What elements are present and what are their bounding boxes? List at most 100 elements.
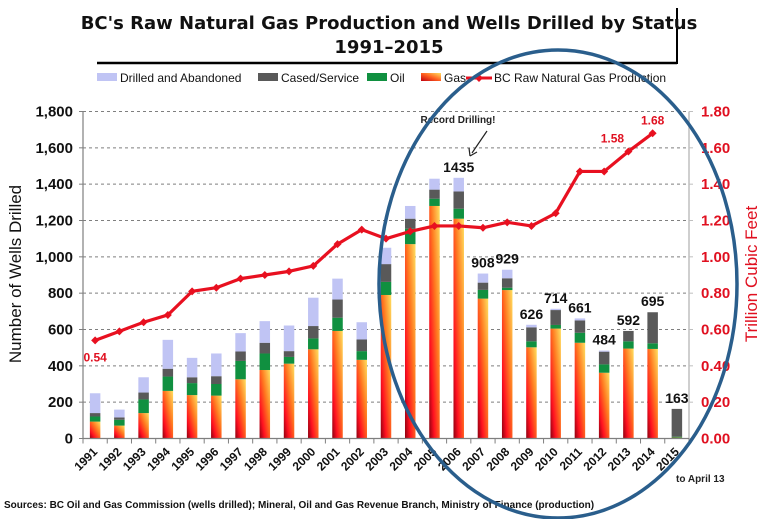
production-line-path	[94, 132, 654, 342]
bar-segment-gas	[259, 370, 271, 439]
bar-segment-cased-service	[259, 342, 271, 354]
production-value-label: 1.68	[641, 113, 665, 127]
y-tick-label: 1,400	[35, 176, 73, 193]
bar-segment-gas	[404, 244, 416, 439]
chart-title: BC's Raw Natural Gas Production and Well…	[81, 13, 698, 34]
production-point	[430, 221, 439, 230]
y-tick-label: 400	[48, 358, 73, 375]
bar-segment-drilled-and-abandoned	[453, 177, 464, 192]
legend-item-oil: Oil	[367, 71, 405, 85]
bar-segment-gas	[283, 363, 295, 439]
production-point	[212, 283, 221, 292]
bar-segment-cased-service	[162, 368, 174, 377]
record-drilling-arrow	[471, 130, 488, 154]
bar-segment-oil	[429, 198, 440, 206]
bar-segment-oil	[623, 341, 634, 349]
production-point	[188, 287, 197, 296]
bar-total-label: 592	[617, 312, 641, 328]
bar-segment-gas	[429, 205, 440, 439]
x-tick-label: 1992	[96, 444, 125, 473]
bar-segment-gas	[235, 379, 246, 439]
bar-segment-oil	[235, 360, 246, 380]
bar-segment-cased-service	[429, 189, 440, 199]
production-value-label: 0.54	[83, 350, 107, 364]
bar-segment-drilled-and-abandoned	[477, 273, 489, 283]
bar-segment-cased-service	[404, 218, 416, 229]
bar-segment-drilled-and-abandoned	[211, 353, 222, 377]
bar-segment-gas	[647, 348, 658, 439]
production-point	[624, 147, 633, 156]
bar-segment-gas	[526, 347, 537, 439]
x-tick-label: 2007	[459, 444, 488, 473]
bar-segment-oil	[186, 383, 198, 396]
bar-segment-gas	[186, 395, 198, 439]
x-tick-label: 2000	[290, 444, 319, 473]
legend-swatch-oil	[367, 73, 387, 81]
bar-segment-drilled-and-abandoned	[429, 178, 440, 190]
bar-segment-gas	[380, 294, 392, 439]
x-tick-label: 1999	[265, 444, 294, 473]
y-axis-title: Number of Wells Drilled	[6, 185, 25, 363]
bar-segment-gas	[501, 290, 513, 439]
production-value-label: 1.58	[601, 131, 625, 145]
bar-segment-oil	[89, 416, 101, 422]
x-tick-label: 1996	[193, 444, 222, 473]
y2-axis-title: Trillion Cubic Feet	[742, 206, 761, 343]
bar-total-label: 484	[592, 332, 616, 348]
bar-segment-drilled-and-abandoned	[235, 333, 246, 352]
bar-segment-cased-service	[623, 330, 634, 342]
partial-year-note: to April 13	[676, 474, 725, 485]
x-axis-ticks: 1991199219931994199519961997199819992000…	[71, 438, 690, 474]
x-tick-label: 2008	[484, 444, 513, 473]
legend-swatch-abandoned	[97, 73, 117, 81]
source-note: Sources: BC Oil and Gas Commission (well…	[4, 500, 594, 511]
production-point	[406, 227, 415, 236]
legend-swatch-gas	[421, 73, 441, 81]
bar-segment-cased-service	[550, 310, 561, 325]
x-tick-label: 2005	[411, 444, 440, 473]
legend-label-abandoned: Drilled and Abandoned	[120, 71, 241, 85]
bar-segment-cased-service	[453, 191, 464, 209]
axes	[82, 111, 690, 440]
production-line	[91, 129, 657, 345]
production-point	[115, 327, 124, 336]
bar-segment-oil	[380, 281, 392, 295]
arrow-head-icon	[468, 147, 478, 157]
production-point	[260, 271, 269, 279]
y2-tick-label: 1.80	[701, 104, 730, 121]
bar-segment-drilled-and-abandoned	[259, 321, 271, 343]
bar-segment-cased-service	[235, 351, 246, 361]
legend-item-cased: Cased/Service	[258, 71, 359, 85]
production-point	[575, 167, 584, 176]
bar-segment-oil	[550, 324, 561, 329]
bar-segment-gas	[453, 218, 464, 439]
bar-total-label: 626	[520, 306, 544, 322]
highlight-ellipse	[377, 48, 739, 519]
bar-segment-gas	[550, 328, 561, 439]
production-point	[236, 274, 245, 283]
bar-segment-oil	[283, 356, 295, 364]
bar-segment-oil	[211, 384, 222, 396]
bar-total-label: 661	[568, 299, 592, 315]
y-tick-label: 1,000	[35, 249, 73, 266]
bar-segment-cased-service	[283, 351, 295, 357]
y-axis-ticks: 0 200 400 600 800 1,000 1,200 1,400 1,600 1,800	[35, 104, 83, 448]
bar-segment-oil	[647, 343, 658, 349]
bar-segment-gas	[574, 342, 586, 439]
bar-segment-cased-service	[186, 377, 198, 384]
bar-segment-drilled-and-abandoned	[501, 269, 513, 279]
bar-segment-oil	[114, 419, 125, 426]
bar-segment-drilled-and-abandoned	[356, 322, 368, 340]
bar-segment-cased-service	[598, 351, 610, 365]
x-tick-label: 2014	[629, 444, 658, 473]
y2-tick-label: 1.20	[701, 213, 730, 230]
y2-tick-label: 0.60	[701, 322, 730, 339]
production-point	[551, 209, 560, 218]
y-tick-label: 200	[48, 394, 73, 411]
bar-segment-gas	[598, 372, 610, 439]
production-point	[139, 318, 148, 327]
bar-segment-drilled-and-abandoned	[550, 308, 561, 311]
chart-subtitle: 1991–2015	[334, 37, 443, 58]
